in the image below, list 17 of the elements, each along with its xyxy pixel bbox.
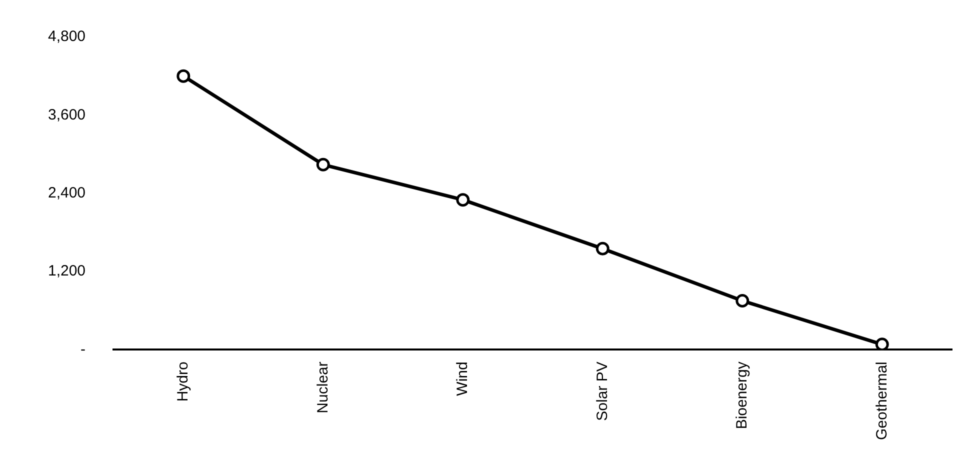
x-tick-label: Bioenergy [734,361,751,430]
x-tick-label: Hydro [174,362,192,402]
x-tick-label: Nuclear [314,362,332,414]
point [456,193,470,207]
point [736,294,750,308]
y-tick-label: 4,800 [48,28,86,46]
y-tick-label: 2,400 [48,184,86,202]
y-tick-label: 3,600 [48,106,86,124]
x-tick-label: Wind [454,362,472,396]
x-tick-label: Solar PV [594,362,611,421]
point [596,242,610,256]
point [316,158,330,172]
point [875,338,889,350]
y-tick-label: 1,200 [48,262,86,280]
point [176,69,190,83]
y-tick-label: - [80,340,86,358]
x-tick-label: Geothermal [873,362,890,440]
